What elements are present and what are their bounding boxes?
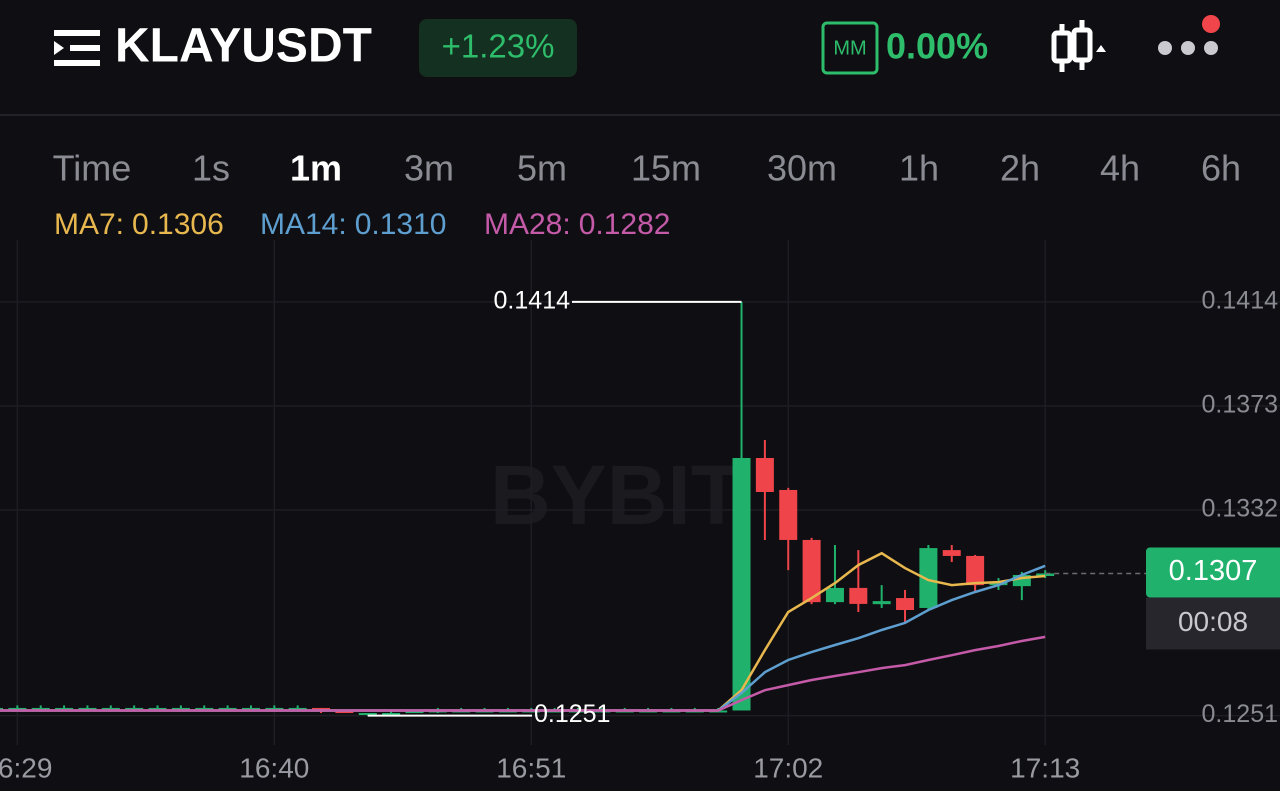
ma-legend: MA7: 0.1306 MA14: 0.1310 MA28: 0.1282 — [54, 208, 670, 241]
y-tick-label: 0.1332 — [1202, 495, 1278, 523]
mm-badge: MM — [833, 37, 866, 59]
ma-legend-item: MA14: 0.1310 — [260, 208, 446, 241]
price-tag-label: 0.1307 — [1169, 555, 1258, 587]
price-tag — [1146, 547, 1280, 598]
menu-icon[interactable] — [54, 30, 100, 66]
ma-name: MA7: — [54, 208, 124, 241]
candle-body — [288, 707, 307, 710]
y-tick-label: 0.1251 — [1202, 700, 1278, 728]
candle-body — [405, 710, 424, 714]
candle-body — [802, 539, 821, 603]
y-tick-label: 0.1373 — [1202, 391, 1278, 419]
candle-body — [779, 489, 798, 540]
candle-body — [195, 707, 214, 710]
menu-bar — [54, 30, 100, 36]
change-badge — [419, 19, 577, 77]
dot — [1181, 41, 1195, 55]
icon-caret — [1096, 45, 1106, 52]
timeframe[interactable]: 4h — [1100, 148, 1140, 189]
x-tick-label: 17:13 — [1010, 752, 1080, 783]
x-tick-label: 16:51 — [496, 752, 566, 783]
ma-legend-item: MA7: 0.1306 — [54, 208, 224, 241]
candle-body — [101, 707, 120, 710]
candle-body — [78, 707, 97, 710]
ma-value: 0.1306 — [132, 208, 224, 241]
watermark: BYBIT — [490, 448, 742, 542]
timeframe[interactable]: 1m — [290, 148, 342, 189]
countdown: 00:08 — [1178, 606, 1248, 637]
menu-arrow — [54, 41, 64, 55]
candle-body — [358, 713, 377, 716]
menu-bar — [70, 45, 100, 51]
candle-body — [872, 601, 891, 605]
icon-body — [1071, 27, 1093, 63]
timeframe[interactable]: Time — [53, 148, 132, 189]
high-label: 0.1414 — [494, 287, 571, 315]
candle-body — [966, 555, 985, 586]
notification-dot — [1202, 15, 1220, 33]
x-tick-label: 16:40 — [239, 752, 309, 783]
ma-value: 0.1282 — [579, 208, 671, 241]
timeframe[interactable]: 1s — [192, 148, 230, 189]
candle-body — [218, 707, 237, 710]
candle-body — [55, 707, 74, 710]
timeframe[interactable]: 30m — [767, 148, 837, 189]
candle-body — [265, 707, 284, 710]
timeframe-bar: Time 1s 1m 3m 5m 15m 30m 1h 2h 4h 6h — [53, 148, 1241, 189]
candle-body — [989, 582, 1008, 586]
icon-body — [1051, 30, 1073, 64]
timeframe[interactable]: 15m — [631, 148, 701, 189]
more-icon[interactable] — [1158, 15, 1220, 55]
timeframe[interactable]: 5m — [517, 148, 567, 189]
symbol[interactable]: KLAYUSDT — [115, 20, 372, 73]
timeframe[interactable]: 3m — [404, 148, 454, 189]
timeframe[interactable]: 2h — [1000, 148, 1040, 189]
candle-body — [8, 707, 27, 710]
candle-body — [0, 707, 3, 710]
candle-body — [335, 710, 354, 714]
candle-body — [382, 713, 401, 716]
dot — [1158, 41, 1172, 55]
candle-body — [825, 587, 844, 603]
candle-body — [125, 707, 144, 710]
ma-value: 0.1310 — [355, 208, 447, 241]
timeframe[interactable]: 1h — [899, 148, 939, 189]
mm-rate: 0.00% — [886, 26, 988, 67]
candle-body — [732, 457, 751, 711]
chart-type-icon[interactable] — [1051, 20, 1106, 72]
countdown-box — [1146, 597, 1280, 650]
candle-body — [148, 707, 167, 710]
candle-body — [312, 707, 331, 711]
ma-line — [0, 635, 1046, 712]
ma-name: MA28: — [484, 208, 571, 241]
candle-body — [241, 707, 260, 710]
candle-body — [896, 598, 915, 610]
x-tick-label: 16:29 — [0, 752, 52, 783]
low-label: 0.1251 — [534, 700, 610, 728]
x-tick-label: 17:02 — [753, 752, 823, 783]
candle-body — [942, 550, 961, 556]
candle-body — [755, 457, 774, 492]
timeframe[interactable]: 6h — [1201, 148, 1241, 189]
y-tick-label: 0.1414 — [1202, 287, 1279, 315]
candle-body — [1036, 573, 1055, 576]
mm-box[interactable] — [821, 21, 879, 75]
candle-body — [919, 548, 938, 608]
dot — [1204, 41, 1218, 55]
candle-body — [31, 707, 50, 710]
ma-name: MA14: — [260, 208, 347, 241]
candle-body — [1012, 574, 1031, 587]
ma-legend-item: MA28: 0.1282 — [484, 208, 670, 241]
menu-bar — [54, 60, 100, 66]
change: +1.23% — [442, 28, 555, 65]
candle-body — [849, 587, 868, 604]
candle-body — [171, 707, 190, 710]
chart: BYBIT 0.1414 0.1373 0.1332 0.1251 16:29 16:40 1… — [0, 240, 1280, 783]
